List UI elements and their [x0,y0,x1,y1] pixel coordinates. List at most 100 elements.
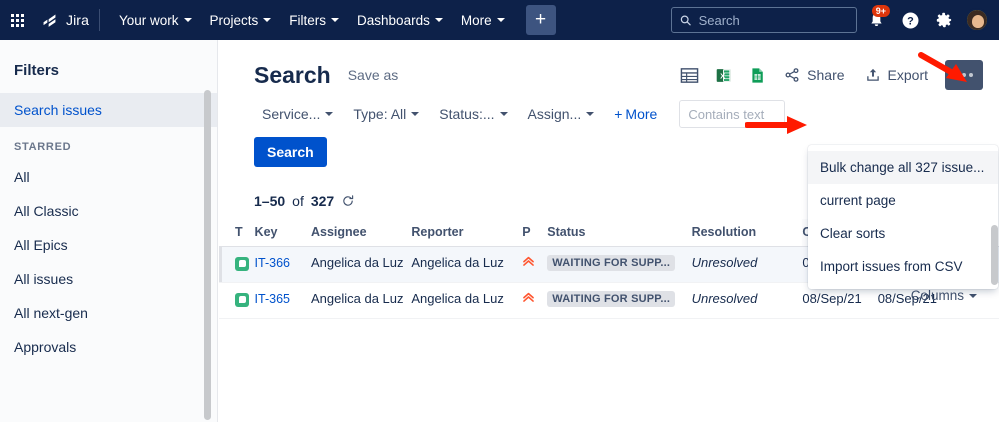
list-view-icon[interactable] [673,60,705,90]
sidebar-item-approvals[interactable]: Approvals [14,339,77,355]
cell-priority [522,282,548,319]
cell-reporter: Angelica da Luz [411,282,523,319]
highest-priority-icon [523,292,535,302]
page-title: Search [254,61,331,88]
filters-sidebar: Filters Search issues STARRED All All Cl… [0,40,218,422]
nav-item-dashboards[interactable]: Dashboards [348,4,452,37]
nav-label: Your work [118,12,179,28]
settings-gear-icon[interactable] [929,5,959,35]
menu-item-import-issues-from-csv[interactable]: Import issues from CSV [820,259,963,274]
nav-label: Dashboards [357,12,430,28]
contains-text-field[interactable] [679,100,786,128]
sidebar-item-search-issues[interactable]: Search issues [0,93,217,127]
nav-item-your-work[interactable]: Your work [110,4,201,37]
menu-item-bulk-change[interactable]: Bulk change all 327 issue... [808,151,998,184]
cell-priority [522,246,548,283]
sidebar-item-all-next-gen[interactable]: All next-gen [14,305,88,321]
chevron-down-icon [499,112,508,116]
user-avatar[interactable] [965,8,989,32]
export-button[interactable]: Export [856,62,937,88]
chevron-down-icon [586,112,595,116]
more-filters-label: More [625,106,658,122]
top-nav-right-group: 9+ ? [671,5,999,35]
dot [955,73,959,77]
page-header: Search Save as [219,40,999,92]
nav-label: Filters [289,12,327,28]
notification-count-badge: 9+ [871,5,890,17]
more-filters-button[interactable]: + More [606,100,665,128]
cell-key[interactable]: IT-366 [254,246,311,283]
app-switcher-icon[interactable] [0,13,34,27]
chevron-down-icon [411,112,420,116]
sidebar-title: Filters [14,62,60,79]
highest-priority-icon [523,256,535,266]
contains-text-input[interactable] [688,106,777,122]
excel-export-icon[interactable]: X [707,60,739,90]
cell-assignee: Angelica da Luz [311,246,412,283]
cell-reporter: Angelica da Luz [411,246,523,283]
filter-service-dropdown[interactable]: Service... [254,100,341,128]
product-name[interactable]: Jira [66,12,89,28]
filter-status-dropdown[interactable]: Status:... [431,100,515,128]
header-toolbar: X [673,60,983,90]
columns-button[interactable]: Columns [911,288,977,303]
results-range: 1–50 [254,193,286,209]
sidebar-item-all-issues[interactable]: All issues [14,271,74,287]
refresh-icon[interactable] [341,194,355,208]
column-header-assignee[interactable]: Assignee [311,219,412,247]
chevron-down-icon [496,18,505,22]
share-button[interactable]: Share [775,62,853,88]
sidebar-item-all-epics[interactable]: All Epics [14,237,68,253]
jira-logo-icon[interactable] [34,12,64,29]
global-search-box[interactable] [671,7,857,33]
save-as-button[interactable]: Save as [347,67,399,83]
column-header-priority[interactable]: P [522,219,548,247]
nav-item-filters[interactable]: Filters [280,4,348,46]
issue-key-link[interactable]: IT-365 [254,292,290,306]
column-header-resolution[interactable]: Resolution [691,219,803,247]
issue-key-link[interactable]: IT-366 [254,256,290,270]
cell-key[interactable]: IT-365 [254,282,311,319]
google-sheets-export-icon[interactable] [741,60,773,90]
menu-item-clear-sorts[interactable]: Clear sorts [820,226,886,241]
filter-assignee-dropdown[interactable]: Assign... [520,100,603,128]
cell-resolution: Unresolved [691,282,803,319]
main-content: Search Save as [219,40,999,422]
filter-type-dropdown[interactable]: Type: All [345,100,427,128]
search-button[interactable]: Search [254,137,327,167]
create-button[interactable]: + [525,5,556,35]
svg-text:X: X [720,71,726,80]
column-header-status[interactable]: Status [547,219,692,247]
main-scrollbar[interactable] [991,225,998,285]
sidebar-item-all-classic[interactable]: All Classic [14,203,79,219]
nav-item-more[interactable]: More [452,4,514,37]
top-navigation-bar: Jira Your work Projects Filters Dashboar… [0,0,999,46]
filter-label: Status:... [439,106,495,122]
share-icon [785,68,799,82]
cell-status: WAITING FOR SUPP... [547,282,692,319]
svg-text:?: ? [907,15,914,27]
sidebar-group-starred: STARRED [14,141,72,153]
sidebar-scrollbar[interactable] [204,90,211,420]
column-header-type[interactable]: T [219,219,255,247]
export-icon [866,68,879,81]
more-actions-dropdown-menu: Bulk change all 327 issue... current pag… [808,145,998,289]
more-actions-button[interactable] [945,60,983,90]
menu-item-current-page[interactable]: current page [820,193,896,208]
cell-type [219,282,255,319]
nav-item-projects[interactable]: Projects [201,4,281,37]
filter-label: Assign... [527,106,582,122]
chevron-down-icon [331,18,340,22]
global-search-input[interactable] [698,12,848,28]
notifications-bell-icon[interactable]: 9+ [861,5,891,35]
chevron-down-icon [183,18,192,22]
results-summary: 1–50 of 327 [219,167,999,209]
column-header-reporter[interactable]: Reporter [411,219,523,247]
results-of-word: of [292,193,304,209]
search-icon [680,14,691,25]
columns-label: Columns [910,288,964,303]
sidebar-item-all[interactable]: All [14,169,30,185]
service-request-icon [235,292,249,307]
column-header-key[interactable]: Key [254,219,311,247]
help-icon[interactable]: ? [895,5,925,35]
